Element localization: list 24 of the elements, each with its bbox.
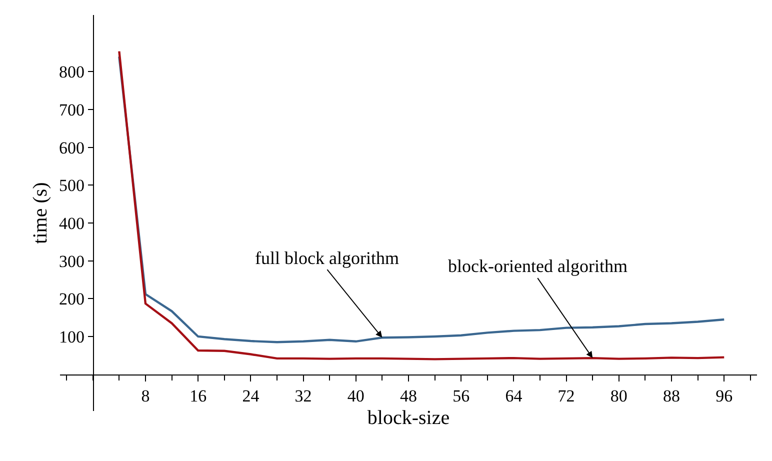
x-tick-label: 80 <box>610 386 628 406</box>
y-tick-label: 800 <box>58 62 84 82</box>
annotation: block-oriented algorithm <box>448 256 628 276</box>
y-tick-label: 300 <box>58 252 84 271</box>
x-tick-label: 16 <box>190 386 207 406</box>
y-tick-label: 600 <box>58 138 84 158</box>
x-tick-label: 56 <box>452 386 470 406</box>
x-axis-title: block-size <box>367 407 450 430</box>
x-tick-label: 24 <box>242 386 260 406</box>
y-axis-title: time (s) <box>29 182 52 244</box>
y-tick-label: 100 <box>58 327 84 346</box>
y-tick-label: 500 <box>58 176 84 196</box>
x-tick-label: 8 <box>141 386 150 406</box>
x-tick-label: 48 <box>400 386 417 406</box>
x-tick-label: 96 <box>716 386 733 406</box>
y-tick-label: 700 <box>58 100 84 120</box>
y-tick-label: 400 <box>58 214 84 233</box>
x-tick-label: 64 <box>505 386 523 406</box>
x-tick-label: 88 <box>663 386 680 406</box>
annotation: full block algorithm <box>255 248 399 268</box>
x-tick-label: 40 <box>347 386 364 406</box>
x-tick-label: 72 <box>558 386 575 406</box>
x-tick-label: 32 <box>294 386 312 406</box>
y-tick-label: 200 <box>58 290 84 309</box>
